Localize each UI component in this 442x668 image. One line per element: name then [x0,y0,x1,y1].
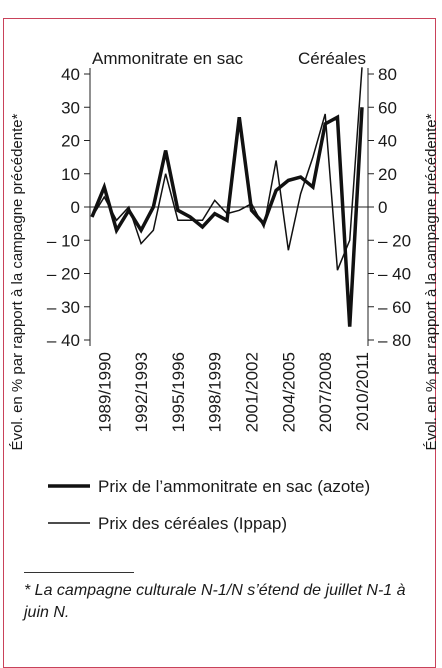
annotation: Ammonitrate en sac [92,49,244,68]
x-tick-label: 2004/2005 [279,352,298,432]
legend-label: Prix des céréales (Ippap) [98,514,287,533]
y2-tick-label: – 20 [378,231,411,250]
x-tick-label: 2001/2002 [243,352,262,432]
y-axis-title: Évol. en % par rapport à la campagne pré… [9,113,26,450]
y2-tick-label: 80 [378,65,397,84]
x-tick-label: 1998/1999 [206,352,225,432]
y-tick-label: 10 [61,165,80,184]
y-tick-label: 30 [61,98,80,117]
y2-tick-label: – 40 [378,265,411,284]
y-tick-label: 0 [71,198,80,217]
series-line [91,67,363,271]
footnote: * La campagne culturale N-1/N s’étend de… [24,582,406,621]
y-tick-label: – 10 [47,231,80,250]
y2-tick-label: – 80 [378,331,411,350]
y2-tick-label: 60 [378,98,397,117]
annotation: Céréales [298,49,366,68]
y2-tick-label: 0 [378,198,387,217]
series-line [90,107,364,327]
y-tick-label: 20 [61,132,80,151]
x-tick-label: 2007/2008 [316,352,335,432]
x-tick-label: 2010/2011 [353,352,372,431]
y-tick-label: – 40 [47,331,80,350]
y2-tick-label: 20 [378,165,397,184]
x-tick-label: 1995/1996 [169,352,188,432]
legend-label: Prix de l’ammonitrate en sac (azote) [98,477,370,496]
y-tick-label: – 20 [47,265,80,284]
y-tick-label: 40 [61,65,80,84]
y2-tick-label: – 60 [378,298,411,317]
y2-tick-label: 40 [378,132,397,151]
y2-axis-title: Évol. en % par rapport à la campagne pré… [423,113,440,450]
x-tick-label: 1989/1990 [95,352,114,432]
x-tick-label: 1992/1993 [132,352,151,432]
y-tick-label: – 30 [47,298,80,317]
footnote-rule [24,572,134,573]
